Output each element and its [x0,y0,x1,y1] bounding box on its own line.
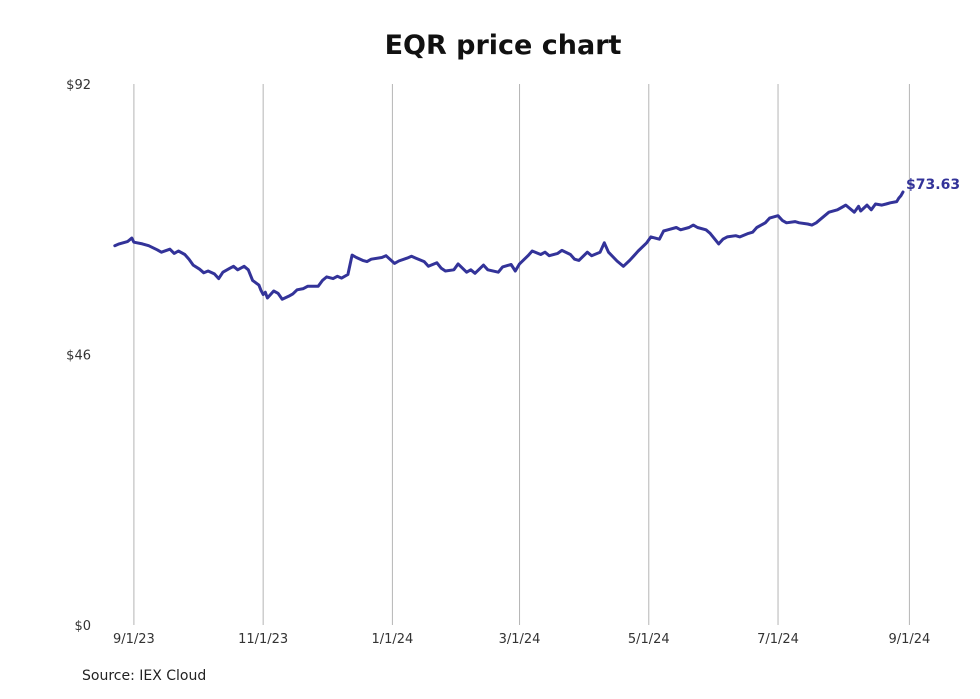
price-series [113,190,905,301]
y-tick-label: $46 [66,349,91,364]
y-tick-label: $0 [74,619,91,634]
x-tick-label: 9/1/23 [113,632,155,647]
x-tick-label: 11/1/23 [238,632,288,647]
x-tick-label: 7/1/24 [757,632,799,647]
end-value-label-group: $73.63 [906,177,960,193]
x-tick-label: 9/1/24 [888,632,930,647]
x-tick-label: 3/1/24 [499,632,541,647]
x-tick-label: 1/1/24 [371,632,413,647]
chart-title: EQR price chart [384,30,622,61]
x-tick-label: 5/1/24 [628,632,670,647]
end-value-label: $73.63 [906,177,960,193]
y-axis-tick-labels: $0 $46 $92 [66,78,91,634]
x-axis-tick-labels: 9/1/23 11/1/23 1/1/24 3/1/24 5/1/24 7/1/24 9/1… [113,632,930,647]
y-tick-label: $92 [66,78,91,93]
source-note: Source: IEX Cloud [82,668,207,684]
price-line [113,190,905,301]
vertical-gridlines [133,84,910,625]
